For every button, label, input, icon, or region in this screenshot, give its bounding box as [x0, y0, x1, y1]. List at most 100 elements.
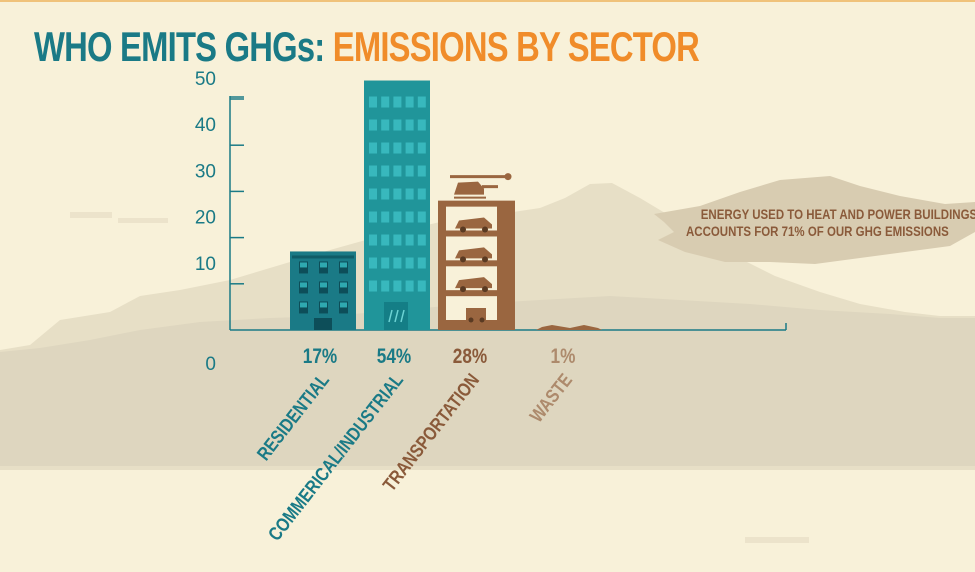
truck: [466, 308, 486, 320]
bar: [364, 80, 430, 331]
window: [393, 142, 402, 154]
window: [393, 257, 402, 269]
window: [369, 234, 377, 246]
car: [455, 277, 492, 289]
window: [417, 96, 426, 108]
window: [405, 119, 414, 131]
bars: [290, 80, 602, 331]
bar-apartment-building: [290, 251, 356, 330]
car: [455, 217, 492, 229]
door: [314, 318, 332, 330]
page-title: WHO EMITS GHGs: EMISSIONS BY SECTOR: [34, 22, 700, 72]
top-border: [0, 0, 975, 2]
window: [381, 257, 390, 269]
window: [393, 119, 402, 131]
wheel: [482, 256, 488, 263]
cloud-streak: [70, 212, 112, 218]
window: [417, 165, 426, 177]
y-tick-label: 40: [195, 115, 216, 136]
window: [381, 188, 390, 200]
window: [369, 257, 377, 269]
window: [369, 280, 377, 292]
car: [455, 247, 492, 259]
y-tick-label: 20: [195, 208, 216, 229]
window: [381, 96, 390, 108]
window: [393, 188, 402, 200]
wheel: [482, 226, 488, 233]
window: [393, 280, 402, 292]
window-glass: [300, 262, 307, 268]
percent-label: 54%: [377, 346, 411, 369]
category-label: COMMERICAL/INDUSTRIAL: [264, 369, 408, 545]
window: [417, 142, 426, 154]
bar-office-tower: [364, 80, 430, 331]
window: [381, 119, 390, 131]
window: [405, 234, 414, 246]
window: [381, 234, 390, 246]
window: [405, 142, 414, 154]
window-glass: [320, 302, 327, 308]
window: [405, 96, 414, 108]
window-glass: [320, 282, 327, 288]
y-tick-label: 50: [195, 69, 216, 90]
window: [369, 211, 377, 223]
window-glass: [300, 282, 307, 288]
y-tick-label: 0: [205, 354, 216, 375]
y-tick-label: 10: [195, 254, 216, 275]
y-tick-label: 30: [195, 161, 216, 182]
helicopter-body: [454, 181, 484, 195]
window: [381, 142, 390, 154]
y-axis: 0 10 20 30 40 50: [195, 69, 787, 375]
window: [369, 142, 377, 154]
window: [405, 165, 414, 177]
bar-parking-garage: [438, 173, 515, 330]
title-part-2: EMISSIONS BY SECTOR: [332, 23, 700, 70]
category-label: WASTE: [525, 369, 576, 426]
window: [417, 188, 426, 200]
title-part-1: WHO EMITS GHGs:: [34, 23, 325, 70]
window: [405, 257, 414, 269]
entrance-reflection: [388, 309, 405, 323]
percent-labels: 17% 54% 28% 1%: [303, 346, 576, 369]
window: [393, 165, 402, 177]
window: [369, 119, 377, 131]
ground-streak: [745, 537, 809, 543]
window: [417, 119, 426, 131]
callout-line-1: ENERGY USED TO HEAT AND POWER BUILDINGS: [700, 206, 975, 222]
cloud-streak: [118, 218, 168, 223]
percent-label: 17%: [303, 346, 337, 369]
window: [369, 165, 377, 177]
callout-banner: [654, 176, 975, 264]
foreground-hills: [0, 296, 975, 466]
helicopter-rotor-hub: [504, 173, 512, 181]
window: [417, 234, 426, 246]
window: [417, 257, 426, 269]
window: [417, 211, 426, 223]
callout-line-2: ACCOUNTS FOR 71% OF OUR GHG EMISSIONS: [686, 223, 949, 239]
window: [381, 165, 390, 177]
window: [405, 188, 414, 200]
window-glass: [300, 302, 307, 308]
window-glass: [340, 262, 347, 268]
window: [369, 188, 377, 200]
window-glass: [340, 282, 347, 288]
wheel: [468, 317, 474, 323]
window-glass: [340, 302, 347, 308]
window: [417, 280, 426, 292]
window-glass: [320, 262, 327, 268]
window: [393, 234, 402, 246]
window: [405, 280, 414, 292]
bar-waste: [536, 325, 602, 330]
window: [381, 211, 390, 223]
callout-text: ENERGY USED TO HEAT AND POWER BUILDINGS …: [686, 206, 975, 240]
window: [381, 280, 390, 292]
wheel: [479, 317, 485, 323]
window: [405, 211, 414, 223]
percent-label: 28%: [453, 346, 487, 369]
wheel: [460, 226, 466, 233]
category-label: RESIDENTIAL: [252, 369, 333, 465]
bar-roof-trim: [292, 255, 354, 259]
window: [369, 96, 377, 108]
